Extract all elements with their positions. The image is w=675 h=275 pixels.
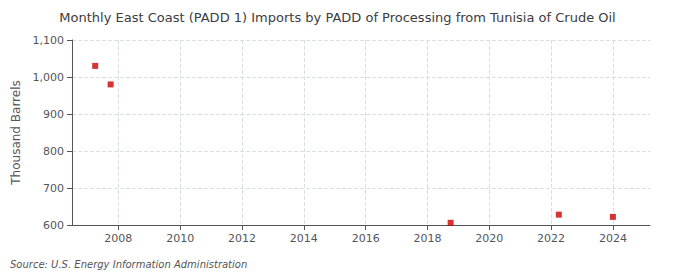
- svg-text:700: 700: [43, 182, 64, 195]
- svg-text:2018: 2018: [413, 232, 441, 245]
- svg-text:2012: 2012: [228, 232, 256, 245]
- svg-text:2016: 2016: [352, 232, 380, 245]
- svg-text:600: 600: [43, 219, 64, 232]
- svg-text:Thousand Barrels: Thousand Barrels: [9, 80, 23, 185]
- svg-text:2014: 2014: [290, 232, 318, 245]
- svg-text:2024: 2024: [599, 232, 627, 245]
- svg-text:800: 800: [43, 145, 64, 158]
- svg-text:Source: U.S. Energy Informatio: Source: U.S. Energy Information Administ…: [10, 259, 247, 270]
- svg-text:1,100: 1,100: [33, 34, 65, 47]
- svg-text:2022: 2022: [537, 232, 565, 245]
- svg-text:2020: 2020: [475, 232, 503, 245]
- svg-text:2008: 2008: [104, 232, 132, 245]
- svg-text:900: 900: [43, 108, 64, 121]
- svg-text:2010: 2010: [166, 232, 194, 245]
- svg-text:Monthly East Coast (PADD 1) Im: Monthly East Coast (PADD 1) Imports by P…: [59, 10, 615, 25]
- svg-text:1,000: 1,000: [33, 71, 65, 84]
